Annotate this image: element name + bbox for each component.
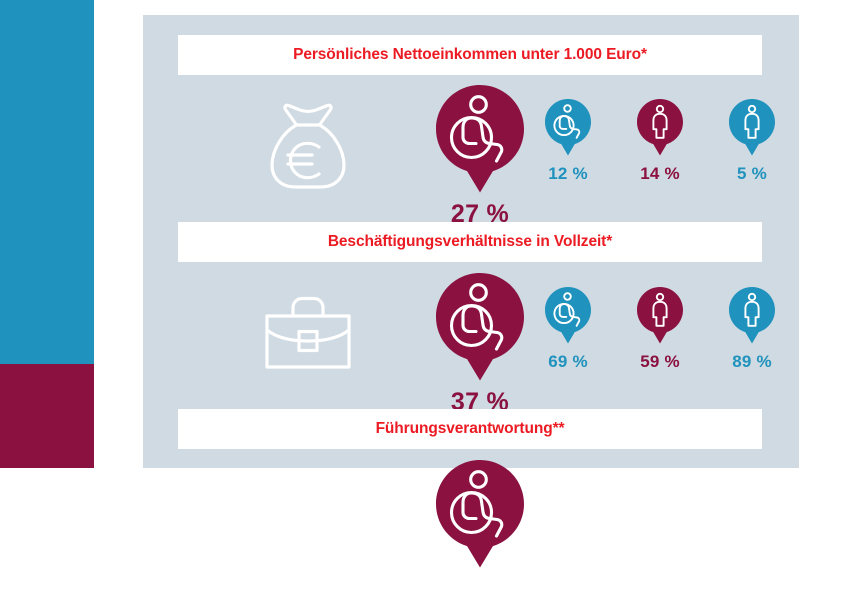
comparison-value-1-1: 12 % — [548, 164, 588, 183]
headline-stat-3 — [425, 460, 535, 573]
infographic-panel: Persönliches Nettoeinkommen unter 1.000 … — [143, 15, 799, 568]
comparison-pin-1-2 — [637, 99, 683, 156]
comparison-stat-1-2: 14 % — [627, 99, 693, 184]
comparison-pin-1-3 — [729, 99, 775, 156]
section-title-bar-2: Beschäftigungsverhältnisse in Vollzeit* — [178, 222, 762, 262]
section-title-text-2: Beschäftigungsverhältnisse in Vollzeit* — [327, 233, 613, 250]
comparison-stat-1-3: 5 % — [719, 99, 785, 184]
section-row-3 — [143, 460, 799, 600]
comparison-pin-2-2 — [637, 287, 683, 344]
section-title-bar-3: Führungsverantwortung** — [178, 409, 762, 449]
headline-pin-2 — [436, 273, 524, 381]
comparison-group-1: 12 % 14 % — [535, 99, 785, 184]
headline-pin-1 — [436, 85, 524, 193]
left-rail-red-block — [0, 364, 94, 468]
money-bag-euro-icon — [248, 95, 368, 195]
left-rail-blue-block — [0, 0, 94, 364]
comparison-stat-1-1: 12 % — [535, 99, 601, 184]
comparison-value-1-2: 14 % — [640, 164, 680, 183]
comparison-pin-2-3 — [729, 287, 775, 344]
section-row-1: 27 % 12 % — [143, 85, 799, 228]
comparison-value-2-2: 59 % — [640, 352, 680, 371]
comparison-stat-2-2: 59 % — [627, 287, 693, 372]
comparison-value-2-1: 69 % — [548, 352, 588, 371]
section-title-text-3: Führungsverantwortung** — [375, 420, 565, 437]
comparison-value-2-3: 89 % — [732, 352, 772, 371]
section-row-2: 37 % 69 % — [143, 273, 799, 416]
section-title-text-1: Persönliches Nettoeinkommen unter 1.000 … — [293, 46, 647, 63]
headline-pin-3 — [436, 460, 524, 568]
comparison-group-2: 69 % 59 % — [535, 287, 785, 372]
comparison-pin-2-1 — [545, 287, 591, 344]
comparison-stat-2-3: 89 % — [719, 287, 785, 372]
headline-stat-2: 37 % — [425, 273, 535, 417]
comparison-value-1-3: 5 % — [737, 164, 767, 183]
briefcase-icon — [248, 283, 368, 383]
section-title-bar-1: Persönliches Nettoeinkommen unter 1.000 … — [178, 35, 762, 75]
comparison-pin-1-1 — [545, 99, 591, 156]
comparison-stat-2-1: 69 % — [535, 287, 601, 372]
headline-stat-1: 27 % — [425, 85, 535, 229]
